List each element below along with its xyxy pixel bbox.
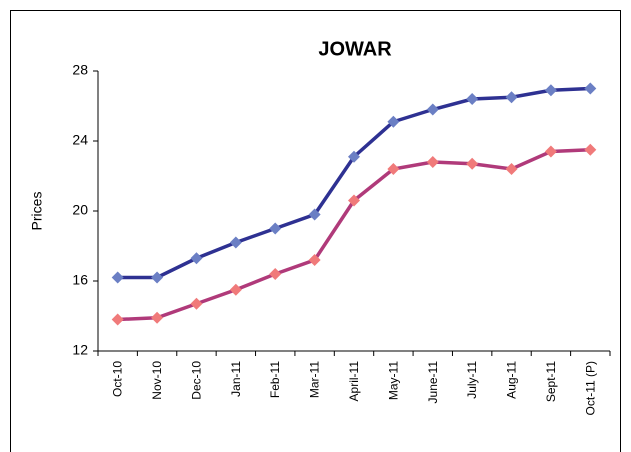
x-tick-label: Feb-11 <box>268 361 282 398</box>
y-tick-label: 12 <box>72 342 88 358</box>
series-marker <box>190 297 203 310</box>
series-marker <box>348 150 360 163</box>
chart-frame <box>10 10 621 452</box>
series-marker <box>308 254 321 266</box>
y-tick-label: 16 <box>72 272 88 288</box>
series-marker <box>505 163 518 175</box>
y-tick-label: 28 <box>72 62 88 78</box>
series-line <box>117 148 591 322</box>
y-tick-label: 24 <box>72 132 88 148</box>
x-tick-label: April-11 <box>347 361 361 402</box>
y-axis-label: Prices <box>29 192 45 231</box>
series-marker <box>387 115 400 128</box>
series-marker <box>269 222 282 235</box>
series-marker <box>584 82 597 95</box>
series-marker <box>269 268 282 280</box>
x-tick-label: Jan-11 <box>229 361 243 397</box>
series-marker <box>111 313 124 326</box>
series-marker <box>111 271 124 284</box>
series-marker <box>190 252 203 265</box>
x-tick-label: Dec-10 <box>189 361 203 400</box>
x-tick-label: July-11 <box>465 361 479 399</box>
chart-title: JOWAR <box>318 38 392 60</box>
series-marker <box>544 145 557 158</box>
series-marker <box>544 84 557 97</box>
series-marker <box>426 103 439 116</box>
x-tick-label: Oct-11 (P) <box>583 361 597 415</box>
x-tick-label: May-11 <box>386 361 400 400</box>
y-tick-label: 20 <box>72 202 88 218</box>
x-tick-label: Sept-11 <box>544 361 558 402</box>
series-marker <box>584 143 597 156</box>
x-tick-label: Oct-10 <box>111 361 125 397</box>
series-marker <box>466 157 479 170</box>
series-marker <box>348 194 360 207</box>
series-line <box>117 86 591 280</box>
x-tick-label: Mar-11 <box>308 361 322 398</box>
series-marker <box>426 156 439 168</box>
series-marker <box>308 208 321 221</box>
x-tick-label: Nov-10 <box>150 361 164 400</box>
series-marker <box>505 91 518 104</box>
series-marker <box>151 271 164 284</box>
x-tick-label: Aug-11 <box>505 361 519 399</box>
series-marker <box>229 283 242 296</box>
x-tick-label: June-11 <box>426 361 440 404</box>
series-marker <box>229 236 242 249</box>
series-marker <box>151 311 164 324</box>
series-marker <box>466 93 479 105</box>
series-marker <box>387 163 400 175</box>
